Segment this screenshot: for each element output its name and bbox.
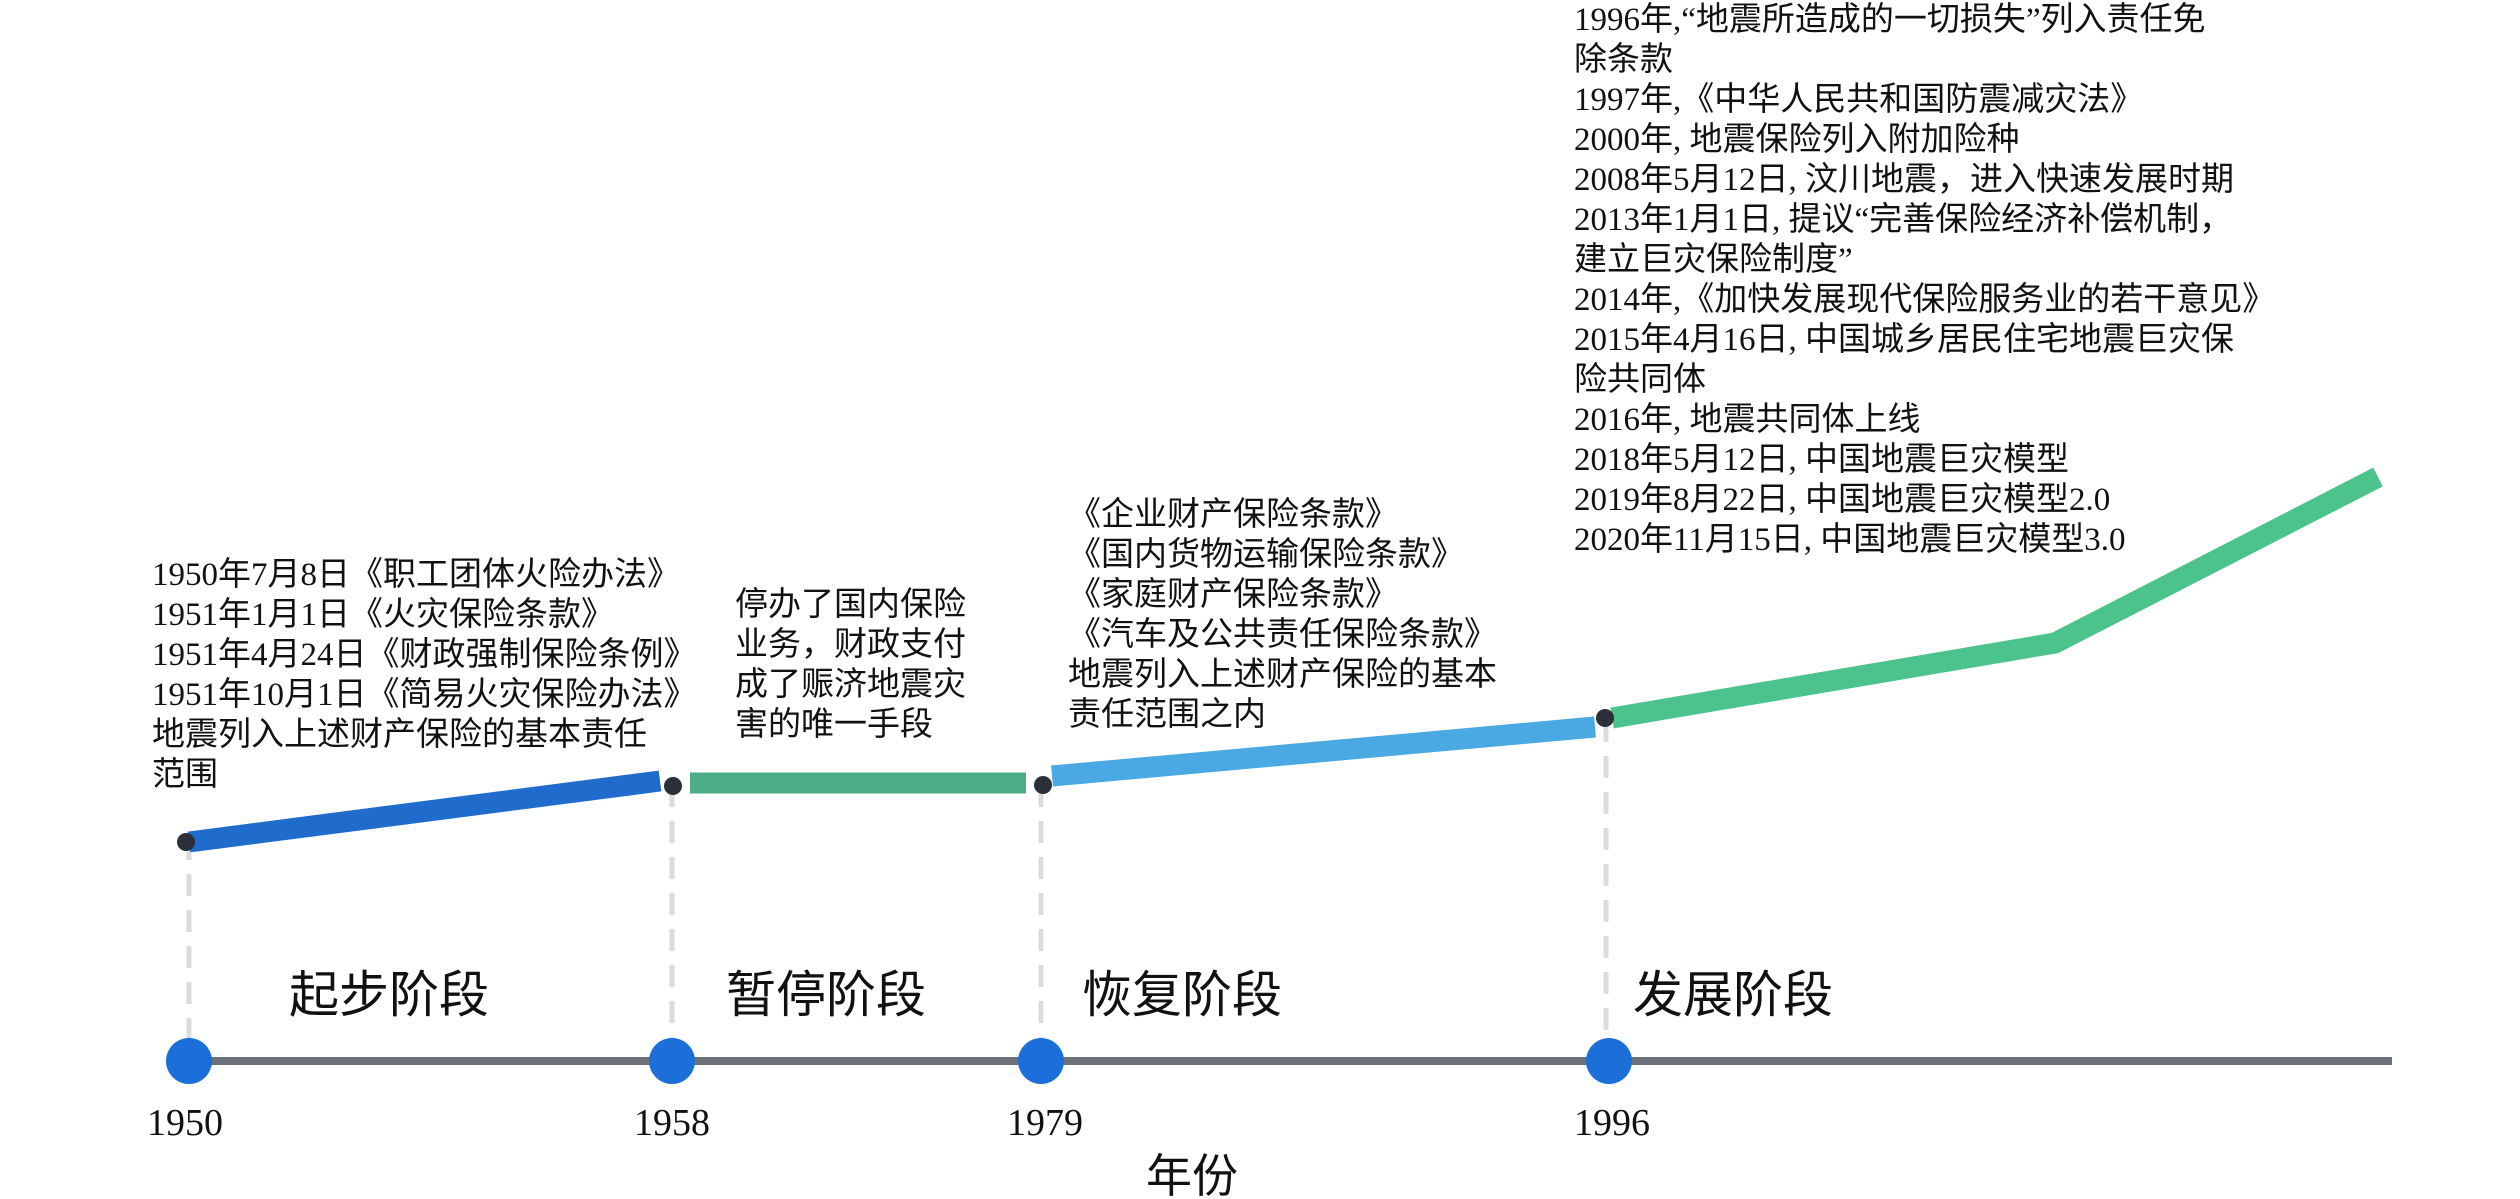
note-line: 险共同体	[1574, 362, 1706, 398]
note-line: 2020年11月15日, 中国地震巨灾模型3.0	[1574, 522, 2126, 558]
note-line: 2018年5月12日, 中国地震巨灾模型	[1574, 442, 2069, 478]
note-line: 2016年, 地震共同体上线	[1574, 402, 1921, 438]
stage-label-startup: 起步阶段	[289, 966, 489, 1024]
note-line: 业务，财政支付	[735, 627, 966, 663]
year-marker-1979	[1018, 1038, 1064, 1084]
note-line: 2014年,《加快发展现代保险服务业的若干意见》	[1574, 282, 2276, 318]
stage-segment-recovery	[1051, 716, 1596, 787]
stage-segment-development	[1610, 467, 2383, 729]
note-line: 地震列入上述财产保险的基本	[1068, 657, 1497, 693]
stage-label-pause: 暂停阶段	[726, 966, 926, 1024]
note-line: 害的唯一手段	[735, 707, 933, 743]
note-line: 建立巨灾保险制度”	[1574, 242, 1853, 278]
note-line: 《家庭财产保险条款》	[1068, 577, 1398, 613]
note-line: 2000年, 地震保险列入附加险种	[1574, 122, 2020, 158]
note-line: 《国内货物运输保险条款》	[1068, 537, 1464, 573]
year-label-1996: 1996	[1574, 1102, 1650, 1144]
note-development: 1996年,“地震所造成的一切损失”列入责任免 除条款 1997年,《中华人民共…	[1574, 0, 2275, 560]
note-line: 1997年,《中华人民共和国防震减灾法》	[1574, 82, 2144, 118]
note-line: 范围	[152, 757, 218, 793]
year-label-1950: 1950	[147, 1102, 223, 1144]
note-startup: 1950年7月8日《职工团体火险办法》 1951年1月1日《火灾保险条款》 19…	[152, 555, 697, 795]
note-line: 1950年7月8日《职工团体火险办法》	[152, 557, 680, 593]
stage-start-dot-1979	[1034, 776, 1052, 794]
stage-start-dot-1950	[177, 833, 195, 851]
note-line: 1951年4月24日《财政强制保险条例》	[152, 637, 697, 673]
stage-start-dot-1958	[664, 777, 682, 795]
note-line: 《企业财产保险条款》	[1068, 497, 1398, 533]
stage-label-development: 发展阶段	[1633, 966, 1833, 1024]
note-line: 2015年4月16日, 中国城乡居民住宅地震巨灾保	[1574, 322, 2234, 358]
year-label-1979: 1979	[1007, 1102, 1083, 1144]
year-marker-1950	[166, 1038, 212, 1084]
note-line: 停办了国内保险	[735, 587, 966, 623]
axis-title: 年份	[1146, 1149, 1238, 1199]
note-pause: 停办了国内保险 业务，财政支付 成了赈济地震灾 害的唯一手段	[735, 585, 966, 745]
note-recovery: 《企业财产保险条款》 《国内货物运输保险条款》 《家庭财产保险条款》 《汽车及公…	[1068, 495, 1497, 735]
note-line: 1951年1月1日《火灾保险条款》	[152, 597, 614, 633]
note-line: 责任范围之内	[1068, 697, 1266, 733]
note-line: 1951年10月1日《简易火灾保险办法》	[152, 677, 697, 713]
stage-segment-startup	[187, 770, 662, 853]
note-line: 成了赈济地震灾	[735, 667, 966, 703]
note-line: 2019年8月22日, 中国地震巨灾模型2.0	[1574, 482, 2111, 518]
note-line: 1996年,“地震所造成的一切损失”列入责任免	[1574, 2, 2206, 38]
note-line: 2013年1月1日, 提议“完善保险经济补偿机制，	[1574, 202, 2233, 238]
note-line: 地震列入上述财产保险的基本责任	[152, 717, 647, 753]
year-marker-1958	[649, 1038, 695, 1084]
year-marker-1996	[1586, 1038, 1632, 1084]
year-label-1958: 1958	[634, 1102, 710, 1144]
note-line: 除条款	[1574, 42, 1673, 78]
stage-start-dot-1996	[1596, 709, 1614, 727]
note-line: 《汽车及公共责任保险条款》	[1068, 617, 1497, 653]
note-line: 2008年5月12日, 汶川地震，进入快速发展时期	[1574, 162, 2234, 198]
stage-label-recovery: 恢复阶段	[1082, 966, 1282, 1024]
